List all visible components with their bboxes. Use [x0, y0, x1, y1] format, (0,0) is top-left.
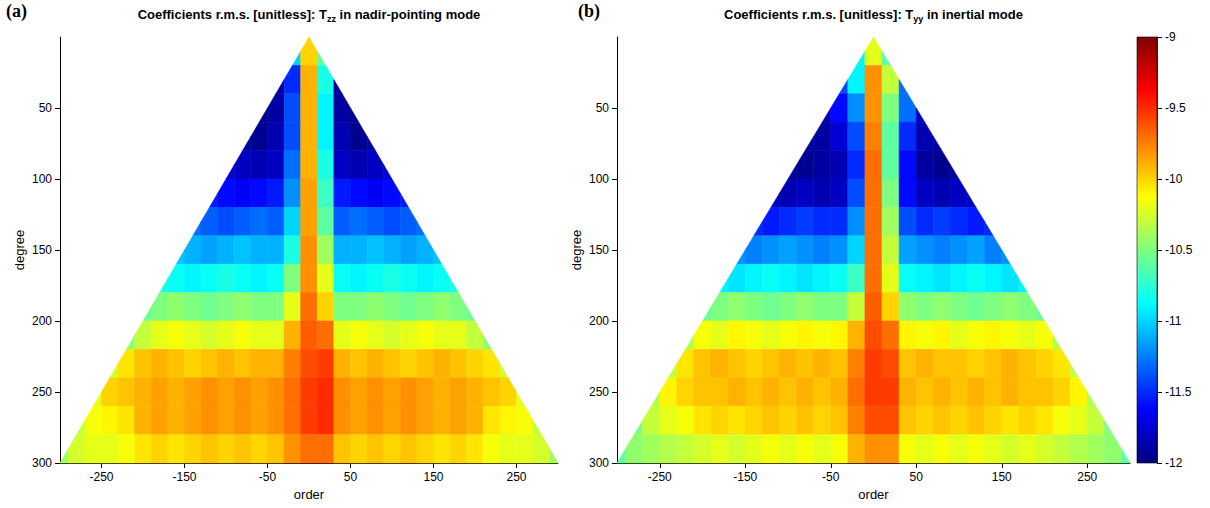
svg-text:(a): (a) [6, 1, 27, 22]
svg-text:250: 250 [589, 385, 609, 399]
svg-text:in nadir-pointing mode: in nadir-pointing mode [336, 7, 480, 22]
svg-text:50: 50 [344, 470, 358, 484]
svg-text:100: 100 [589, 172, 609, 186]
svg-text:100: 100 [32, 172, 52, 186]
svg-text:-250: -250 [648, 470, 672, 484]
svg-text:50: 50 [39, 101, 53, 115]
svg-text:-11.5: -11.5 [1165, 385, 1192, 399]
svg-text:150: 150 [992, 470, 1012, 484]
svg-text:order: order [858, 487, 889, 502]
svg-text:-9: -9 [1165, 30, 1176, 44]
svg-text:degree: degree [12, 230, 27, 270]
svg-text:150: 150 [589, 243, 609, 257]
svg-text:200: 200 [589, 314, 609, 328]
svg-text:-250: -250 [89, 470, 113, 484]
svg-text:-12: -12 [1165, 456, 1183, 470]
svg-text:zz: zz [326, 13, 336, 24]
svg-text:250: 250 [506, 470, 526, 484]
svg-text:250: 250 [32, 385, 52, 399]
svg-text:150: 150 [423, 470, 443, 484]
svg-text:degree: degree [569, 230, 584, 270]
svg-text:300: 300 [32, 456, 52, 470]
svg-text:50: 50 [910, 470, 924, 484]
svg-text:250: 250 [1077, 470, 1097, 484]
svg-text:300: 300 [589, 456, 609, 470]
svg-text:150: 150 [32, 243, 52, 257]
svg-text:-50: -50 [259, 470, 277, 484]
svg-text:-150: -150 [172, 470, 196, 484]
svg-text:-11: -11 [1165, 314, 1182, 328]
svg-text:-10.5: -10.5 [1165, 243, 1193, 257]
svg-text:order: order [294, 487, 325, 502]
svg-text:-9.5: -9.5 [1165, 101, 1186, 115]
svg-text:in inertial mode: in inertial mode [923, 7, 1023, 22]
svg-text:-150: -150 [733, 470, 757, 484]
svg-text:-10: -10 [1165, 172, 1183, 186]
svg-text:(b): (b) [578, 1, 600, 22]
svg-text:Coefficients r.m.s. [unitless]: Coefficients r.m.s. [unitless]: T [724, 7, 913, 22]
svg-text:-50: -50 [822, 470, 840, 484]
svg-text:50: 50 [596, 101, 610, 115]
svg-text:200: 200 [32, 314, 52, 328]
svg-text:Coefficients r.m.s. [unitless]: Coefficients r.m.s. [unitless]: T [138, 7, 327, 22]
svg-text:yy: yy [913, 14, 923, 24]
